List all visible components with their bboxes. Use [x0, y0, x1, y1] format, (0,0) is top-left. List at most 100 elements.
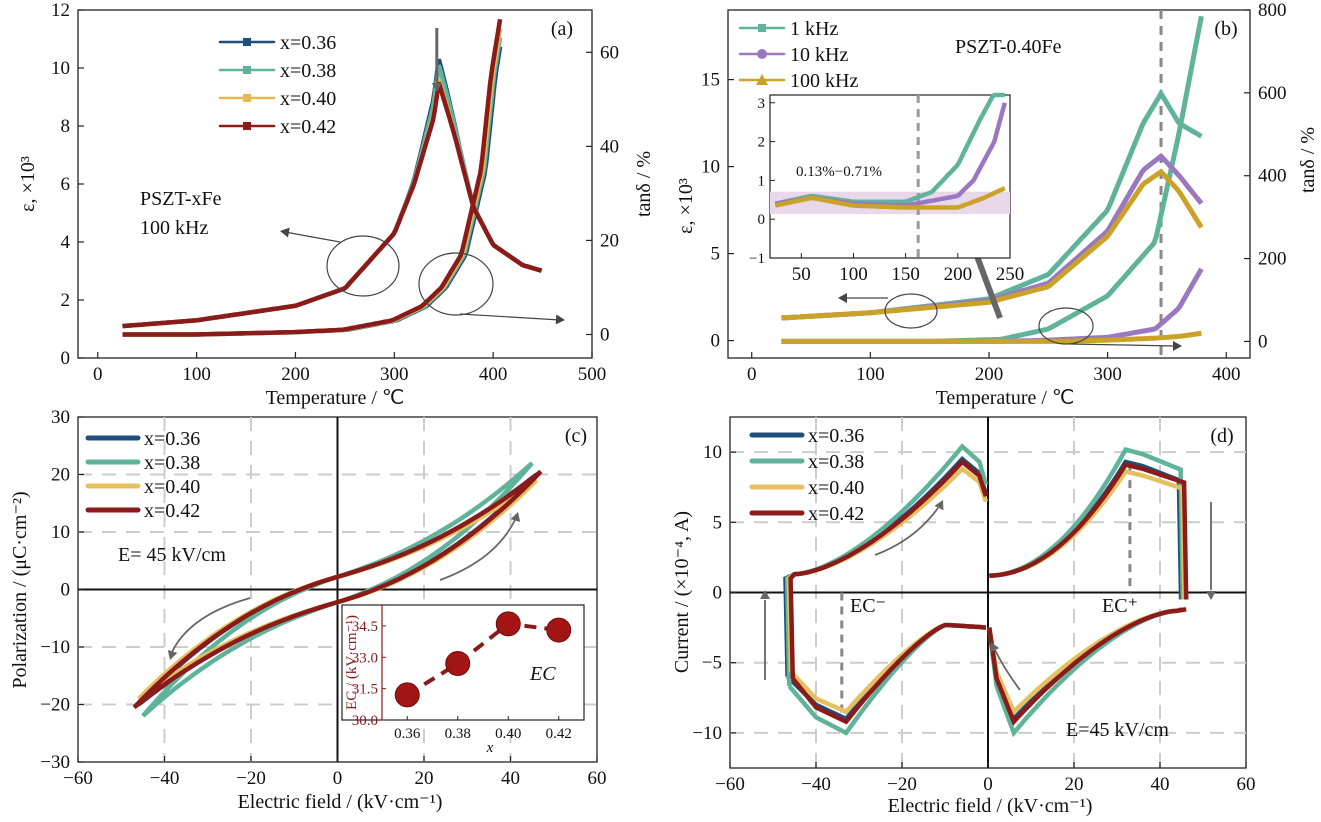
b-ellipse-right [1038, 307, 1094, 345]
a-annotation-freq: 100 kHz [140, 217, 208, 239]
c-inset-point [445, 651, 471, 677]
panel-d: −60 −40 −20 0 20 40 60 −10 −5 0 5 10 Electric field … [671, 416, 1256, 817]
c-annotation-field: E= 45 kV/cm [118, 544, 226, 566]
arrow-head [167, 649, 178, 660]
a-x-tick-label: 400 [479, 364, 508, 385]
b-annotation-sample: PSZT-0.40Fe [955, 36, 1062, 58]
b-inset-x-tick-label: 150 [891, 264, 920, 285]
legend-label: x=0.42 [144, 500, 200, 522]
b-inset-x-tick-label: 50 [792, 264, 811, 285]
c-x-tick-label: 0 [333, 768, 343, 789]
b-panel-tag: (b) [1214, 18, 1237, 40]
d-ylabel: Current / (×10⁻⁴, A) [671, 511, 693, 673]
a-y2-tick-label: 20 [600, 230, 619, 251]
d-current-branch [989, 468, 1187, 600]
arrow-head [1173, 341, 1182, 351]
b-inset-frame [769, 94, 1011, 259]
c-arrow-upper [439, 519, 516, 581]
b-xlabel: Temperature / ℃ [936, 387, 1075, 409]
a-y-tick-label: 0 [61, 348, 71, 369]
d-x-tick-label: 0 [983, 774, 993, 795]
d-current-branch [989, 462, 1189, 600]
d-y-tick-label: 0 [713, 583, 723, 604]
d-panel-tag: (d) [1210, 425, 1233, 447]
panel-a: 0 100 200 300 400 500 0 2 4 6 8 10 12 0 20 40 60 Temperat… [17, 0, 655, 409]
d-x-tick-label: 20 [1065, 774, 1084, 795]
panel-b: 0 100 200 300 4000510150200400600800Temperat… [675, 0, 1319, 409]
d-annotation-field: E=45 kV/cm [1066, 719, 1169, 741]
c-y-tick-label: −30 [40, 752, 70, 773]
b-inset-x-tick-label: 200 [944, 264, 973, 285]
c-inset-y-tick-label: 33.0 [352, 650, 378, 666]
a-panel-tag: (a) [551, 18, 573, 40]
c-ylabel: Polarization / (μC·cm⁻²) [9, 491, 31, 688]
b-y-tick-label: 15 [701, 70, 720, 91]
d-current-branch [791, 622, 987, 725]
a-x-tick-label: 500 [578, 364, 607, 385]
c-inset-x-tick-label: 0.36 [394, 726, 421, 742]
a-tan-line [122, 18, 503, 337]
d-annotation-ec-minus: EC⁻ [850, 595, 886, 617]
b-inset-y-tick-label: 3 [758, 96, 766, 112]
c-x-tick-label: 20 [415, 768, 434, 789]
a-guide-arrow-right [459, 313, 561, 321]
legend-label: x=0.36 [808, 425, 864, 447]
c-x-tick-label: 40 [501, 768, 520, 789]
d-y-tick-label: −5 [702, 653, 722, 674]
a-x-tick-label: 300 [380, 364, 409, 385]
arrow-head [1206, 591, 1216, 600]
d-y-tick-label: −10 [692, 723, 722, 744]
legend-label: x=0.40 [144, 476, 200, 498]
d-current-branch [787, 622, 987, 736]
arrow-head [934, 500, 944, 511]
legend-label: x=0.36 [144, 428, 200, 450]
c-panel-tag: (c) [565, 425, 587, 447]
b-x-tick-label: 0 [747, 364, 757, 385]
a-y2-tick-label: 0 [600, 324, 610, 345]
b-y-tick-label: 10 [701, 157, 720, 178]
a-ellipse-left [326, 235, 400, 297]
c-inset-point [394, 682, 420, 708]
a-annotation-sample: PSZT-xFe [140, 188, 222, 210]
legend-label: x=0.38 [808, 451, 864, 473]
legend-marker [243, 66, 251, 74]
a-y2-tick-label: 60 [600, 42, 619, 63]
d-current-branch [987, 607, 1182, 724]
c-y-tick-label: 10 [51, 522, 70, 543]
d-x-tick-label: −20 [887, 774, 917, 795]
arrow-head [838, 293, 847, 303]
a-y-tick-label: 6 [61, 174, 71, 195]
b-inset-annotation: 0.13%−0.71% [796, 164, 882, 180]
a-y-tick-label: 10 [51, 58, 70, 79]
c-x-tick-label: −60 [63, 768, 93, 789]
c-y-tick-label: 20 [51, 465, 70, 486]
b-inset-y-tick-label: −1 [749, 251, 765, 267]
c-inset-xlabel: x [486, 740, 494, 756]
a-y-tick-label: 4 [61, 232, 71, 253]
d-x-tick-label: −40 [801, 774, 831, 795]
b-y2-tick-label: 200 [1258, 249, 1287, 270]
legend-marker [243, 38, 251, 46]
a-y-tick-label: 8 [61, 116, 71, 137]
a-y2label: tanδ / % [633, 151, 655, 217]
c-y-tick-label: 0 [61, 580, 71, 601]
c-y-tick-label: −20 [40, 695, 70, 716]
b-inset-y-tick-label: 1 [758, 173, 766, 189]
a-guide-arrow-left [284, 231, 341, 243]
b-tan-line [781, 330, 1202, 344]
legend-label: x=0.38 [280, 60, 336, 82]
d-current-branch [788, 458, 989, 679]
c-inset-annotation: EC [529, 663, 556, 685]
b-ylabel: ε, ×10³ [675, 178, 697, 234]
c-x-tick-label: −20 [236, 768, 266, 789]
d-arrow-upper [874, 507, 939, 556]
b-x-tick-label: 100 [856, 364, 885, 385]
legend-label: 10 kHz [790, 44, 848, 66]
legend-marker [756, 74, 768, 85]
b-y2-tick-label: 400 [1258, 166, 1287, 187]
b-guide-arrow-right [1069, 343, 1176, 347]
c-inset-y-tick-label: 34.5 [352, 619, 378, 635]
c-x-tick-label: −40 [150, 768, 180, 789]
arrow-head [990, 642, 1000, 653]
legend-marker [243, 94, 251, 102]
